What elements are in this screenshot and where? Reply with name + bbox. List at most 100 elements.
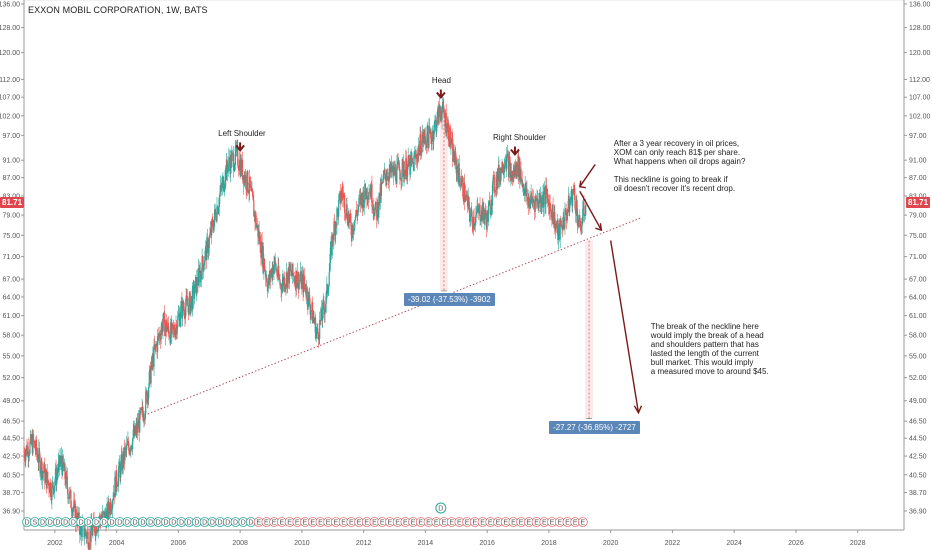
x-tick-label-13: 2028 xyxy=(850,540,866,547)
right-shoulder-label[interactable]: Right Shoulder xyxy=(492,133,546,143)
candle-body-550 xyxy=(349,213,352,222)
candle-body-848 xyxy=(526,199,529,202)
candle-body-147 xyxy=(110,509,112,512)
annotation-neckline-break[interactable]: The break of the neckline here would imp… xyxy=(650,322,769,377)
candle-body-782 xyxy=(487,206,489,222)
candle-body-838 xyxy=(520,179,523,181)
y-tick-label-left-8: 55.00 xyxy=(2,353,20,360)
candle-body-685 xyxy=(430,130,432,139)
event-marker-label-44: E xyxy=(364,520,369,527)
candle-body-444 xyxy=(287,273,289,288)
candle-body-74 xyxy=(67,488,69,499)
candle-body-424 xyxy=(275,262,277,271)
candle-body-750 xyxy=(468,202,470,214)
candle-body-892 xyxy=(553,221,555,224)
candle-body-102 xyxy=(83,535,86,538)
candle-body-3 xyxy=(25,451,27,461)
candle-body-645 xyxy=(406,176,408,180)
measure-label-projection[interactable]: -27.27 (-36.85%) -2727 xyxy=(549,420,640,434)
x-tick-label-7: 2016 xyxy=(479,540,495,547)
annotation-oil-recovery[interactable]: After a 3 year recovery in oil prices, X… xyxy=(613,139,746,194)
candle-body-30 xyxy=(41,460,43,480)
candle-body-113 xyxy=(90,521,92,542)
candle-body-368 xyxy=(241,159,244,180)
candle-body-435 xyxy=(281,283,283,293)
y-tick-label-left-7: 52.00 xyxy=(2,375,20,382)
measure-label-head[interactable]: -39.02 (-37.53%) -3902 xyxy=(403,292,495,306)
candle-body-682 xyxy=(428,126,430,148)
candle-body-876 xyxy=(543,193,545,208)
event-marker-label-45: E xyxy=(372,520,377,527)
candle-body-778 xyxy=(485,209,487,218)
candle-body-329 xyxy=(218,196,220,208)
candle-body-79 xyxy=(70,490,72,508)
candle-body-311 xyxy=(208,248,210,253)
event-marker-label-10: D xyxy=(102,520,107,527)
y-tick-label-left-4: 44.50 xyxy=(2,436,20,443)
y-tick-label-left-21: 107.00 xyxy=(0,95,20,102)
candle-body-250 xyxy=(171,323,174,325)
candle-body-204 xyxy=(144,413,146,420)
event-marker-label-34: E xyxy=(287,520,292,527)
candle-body-15 xyxy=(32,434,34,454)
candle-body-498 xyxy=(319,320,321,339)
candle-body-421 xyxy=(273,264,275,274)
candle-body-916 xyxy=(567,208,569,214)
x-tick-label-12: 2026 xyxy=(788,540,804,547)
candle-body-353 xyxy=(233,153,235,171)
event-marker-label-53: E xyxy=(434,520,439,527)
left-shoulder-label[interactable]: Left Shoulder xyxy=(218,129,266,139)
candle-body-497 xyxy=(318,338,320,340)
candle-body-383 xyxy=(250,186,253,192)
event-marker-label-33: E xyxy=(279,520,284,527)
candle-body-234 xyxy=(162,322,164,332)
event-marker-label-7: D xyxy=(79,520,84,527)
candle-body-295 xyxy=(198,268,200,271)
candle-body-644 xyxy=(405,158,408,180)
candle-body-49 xyxy=(52,482,54,489)
candle-body-36 xyxy=(44,472,46,483)
candle-body-426 xyxy=(276,269,278,276)
candle-body-243 xyxy=(167,322,169,329)
event-marker-label-3: D xyxy=(48,520,53,527)
candle-body-854 xyxy=(530,193,532,202)
candle-body-150 xyxy=(112,499,114,502)
candle-body-55 xyxy=(56,474,58,485)
event-marker-label-32: E xyxy=(272,520,277,527)
event-marker-label-64: E xyxy=(519,520,524,527)
event-marker-label-21: D xyxy=(187,520,192,527)
head-label[interactable]: Head xyxy=(431,76,451,86)
candle-body-920 xyxy=(569,200,571,202)
candle-body-769 xyxy=(480,220,482,222)
candle-body-77 xyxy=(69,491,71,499)
candle-body-210 xyxy=(148,386,150,399)
candle-body-430 xyxy=(278,277,280,280)
candle-body-551 xyxy=(350,221,352,235)
candle-body-578 xyxy=(366,188,368,200)
candle-body-317 xyxy=(211,220,213,222)
candle-body-927 xyxy=(573,185,576,196)
candle-body-221 xyxy=(154,344,156,349)
candle-body-724 xyxy=(453,149,455,161)
candle-body-702 xyxy=(440,110,442,116)
event-marker-label-47: E xyxy=(388,520,393,527)
x-tick-label-3: 2008 xyxy=(232,540,248,547)
event-marker-label-25: D xyxy=(218,520,223,527)
candle-body-540 xyxy=(344,194,346,213)
candle-body-477 xyxy=(306,287,308,302)
candle-body-754 xyxy=(471,209,473,218)
event-marker-label-56: E xyxy=(457,520,462,527)
candle-body-195 xyxy=(139,409,141,433)
candle-body-122 xyxy=(95,523,98,534)
candle-body-911 xyxy=(564,209,566,229)
event-marker-label-22: D xyxy=(194,520,199,527)
candle-body-819 xyxy=(509,162,511,178)
candle-body-749 xyxy=(468,196,470,203)
symbol-title[interactable]: EXXON MOBIL CORPORATION, 1W, BATS xyxy=(28,5,208,15)
candle-body-522 xyxy=(333,221,335,240)
candle-body-761 xyxy=(475,214,477,223)
candle-body-928 xyxy=(574,195,576,209)
candle-body-633 xyxy=(399,170,401,180)
candle-body-882 xyxy=(547,193,549,200)
